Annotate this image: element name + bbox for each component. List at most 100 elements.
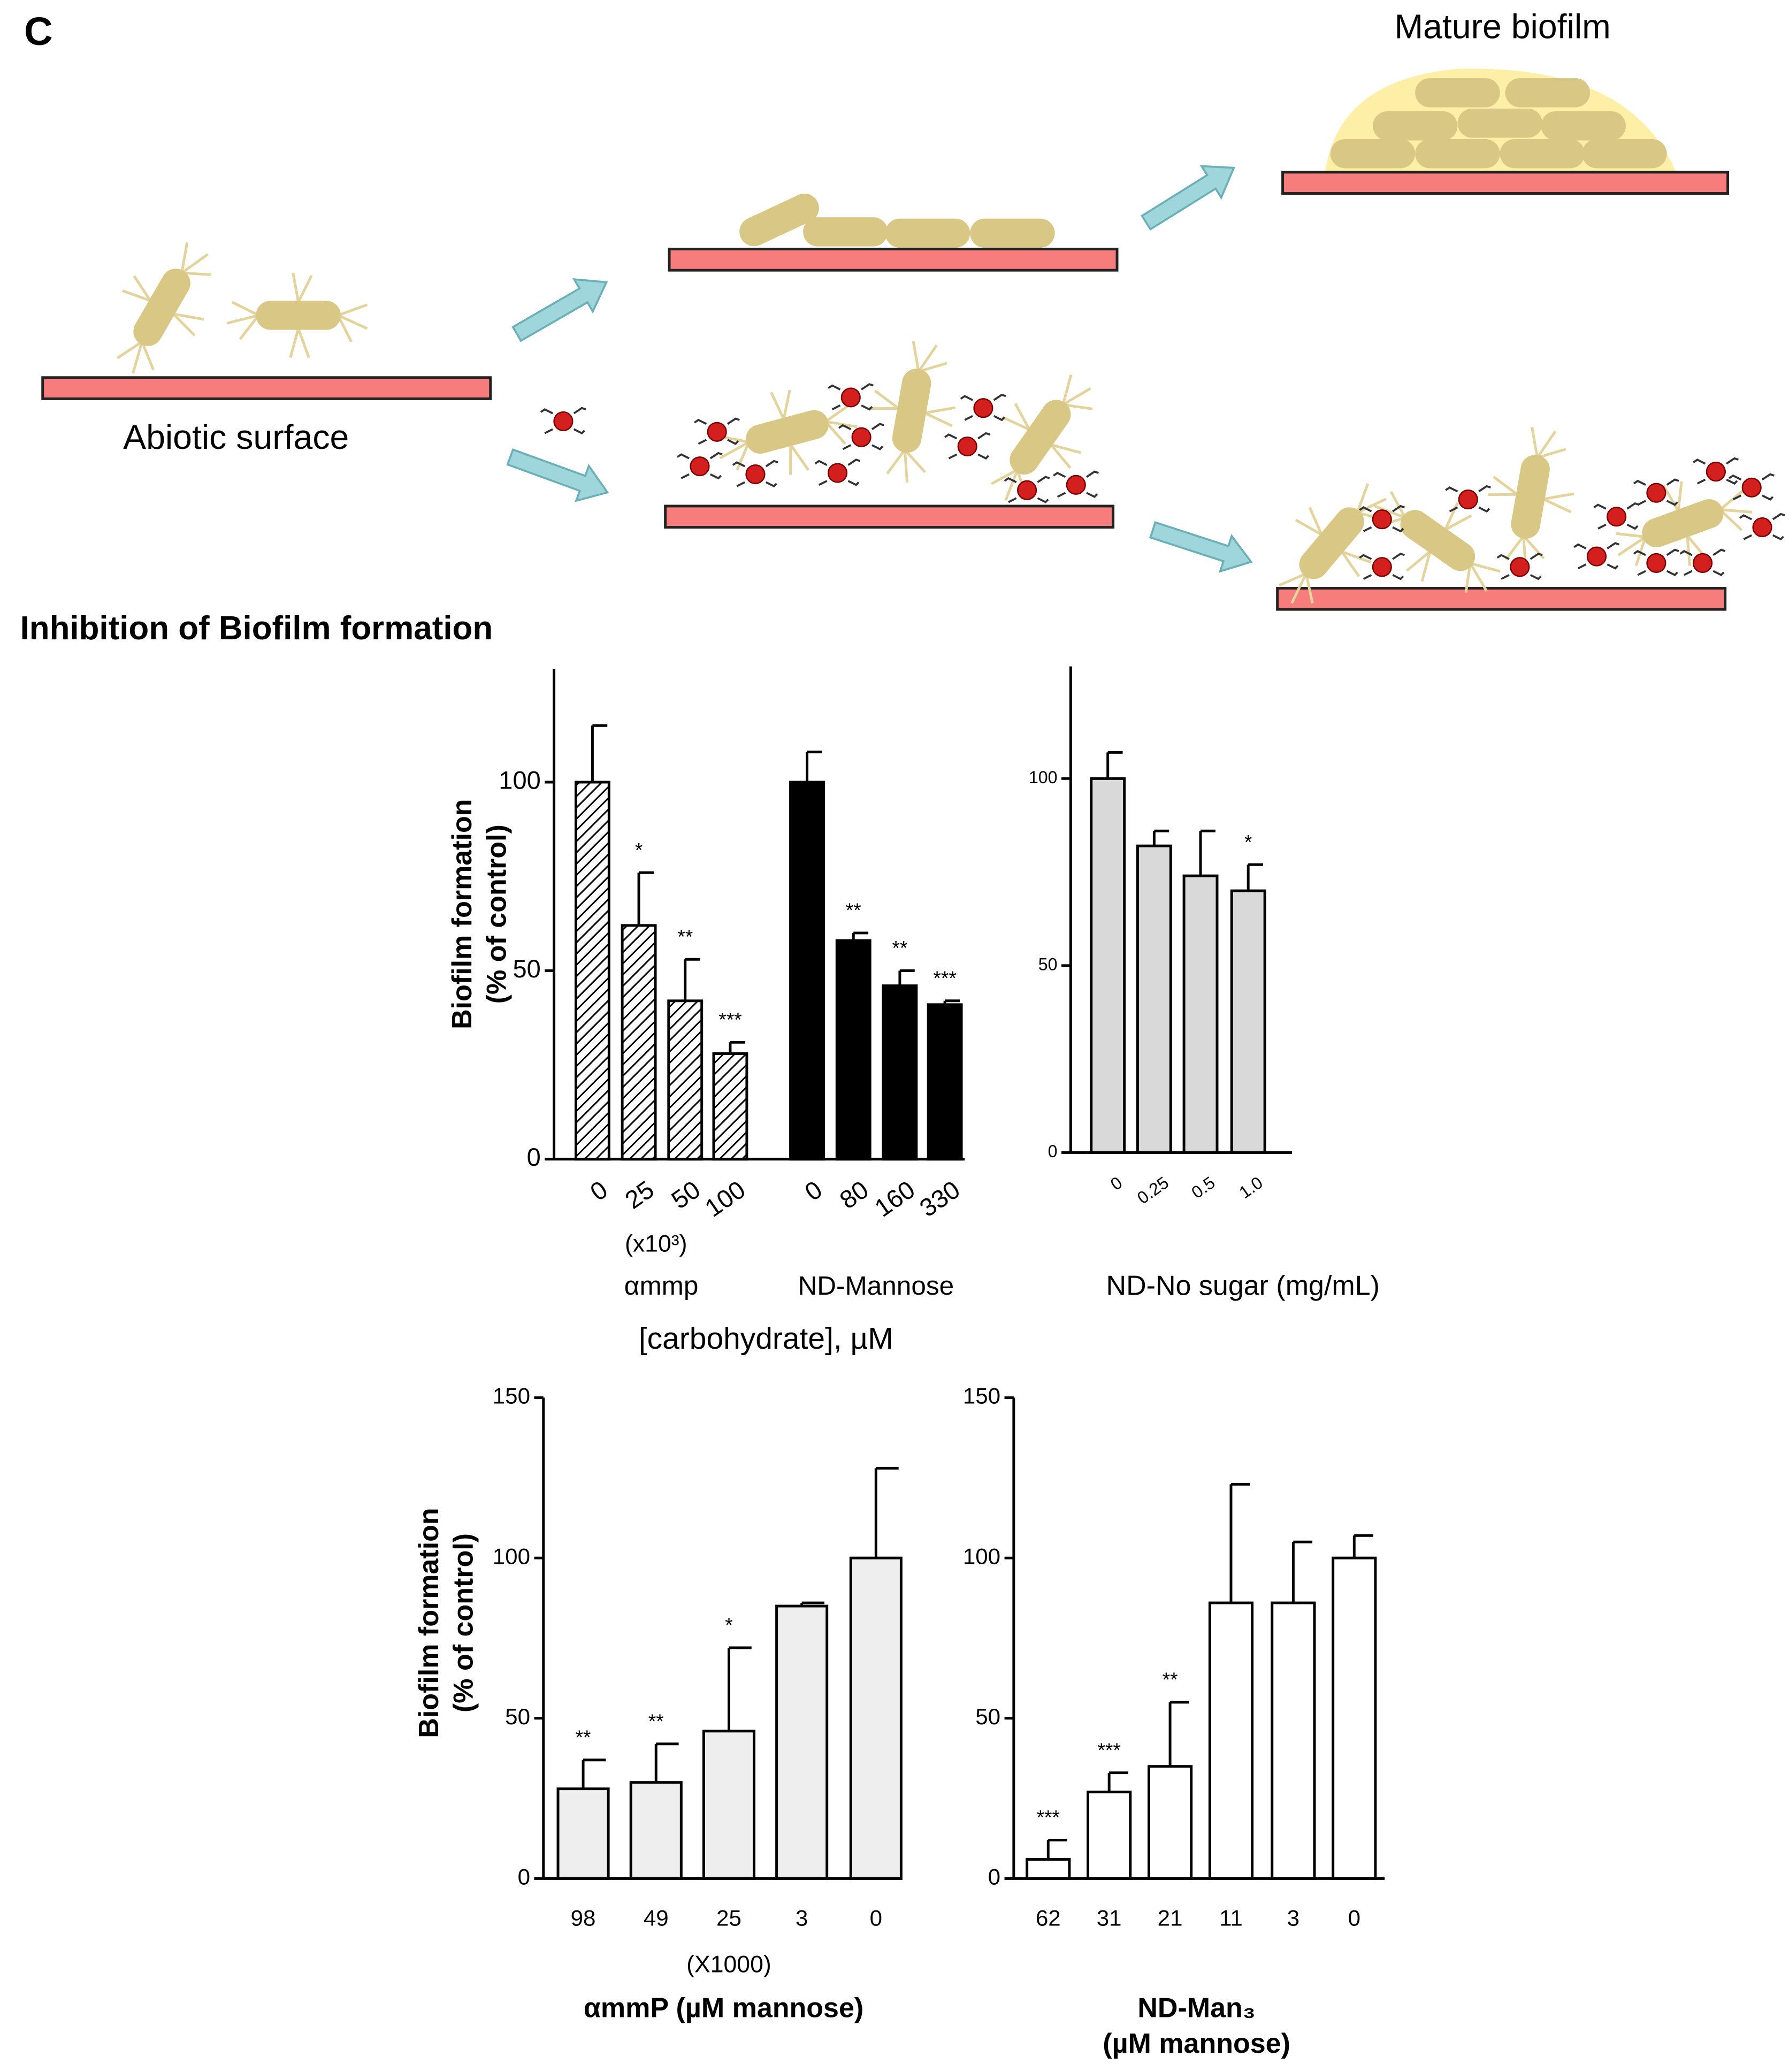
x-axis-label: ND-Man₃ bbox=[1137, 1992, 1255, 2023]
bar bbox=[789, 781, 825, 1161]
error-bar bbox=[727, 1646, 752, 1731]
significance: * bbox=[635, 838, 643, 861]
bar bbox=[849, 1556, 903, 1880]
error-bar bbox=[1106, 751, 1123, 779]
significance: *** bbox=[1037, 1806, 1060, 1829]
y-tick-label: 100 bbox=[963, 1543, 1000, 1569]
bar bbox=[835, 939, 871, 1161]
significance: ** bbox=[648, 1710, 664, 1732]
bar bbox=[1087, 1791, 1132, 1880]
y-axis-label: (% of control) bbox=[448, 1533, 479, 1712]
y-tick-label: 0 bbox=[988, 1864, 1000, 1890]
y-tick-label: 50 bbox=[1038, 954, 1058, 974]
bacterium bbox=[1476, 422, 1584, 575]
significance: *** bbox=[718, 1008, 741, 1031]
x-tick-label: 3 bbox=[1287, 1905, 1299, 1930]
x-tick-label: 3 bbox=[796, 1905, 808, 1930]
y-tick-label: 150 bbox=[493, 1383, 530, 1409]
bar bbox=[927, 1003, 963, 1161]
bar bbox=[702, 1730, 755, 1880]
x-tick-label: 50 bbox=[666, 1175, 705, 1214]
y-tick-label: 100 bbox=[499, 766, 541, 794]
bar bbox=[712, 1052, 748, 1161]
bar bbox=[882, 984, 918, 1161]
x-axis-label: αmmP (µM mannose) bbox=[584, 1992, 863, 2023]
x-tick-label: 98 bbox=[571, 1905, 596, 1930]
y-axis-label: Biofilm formation bbox=[447, 799, 478, 1029]
bar bbox=[1271, 1601, 1316, 1880]
error-bar bbox=[1046, 1839, 1067, 1860]
bar bbox=[1090, 777, 1126, 1154]
x-tick-label: 49 bbox=[644, 1905, 669, 1930]
diagram: C Abiotic surface Mature biofilm Inhibit… bbox=[20, 7, 1786, 647]
x-tick-label: 0 bbox=[1348, 1905, 1360, 1930]
error-bar bbox=[1152, 829, 1169, 846]
significance: *** bbox=[933, 967, 956, 989]
arrow bbox=[1135, 151, 1245, 240]
arrow bbox=[507, 265, 617, 351]
y-tick-label: 0 bbox=[1048, 1142, 1058, 1161]
error-bar bbox=[1229, 1482, 1250, 1603]
surface-label: Abiotic surface bbox=[123, 418, 349, 456]
bacterium bbox=[803, 217, 888, 247]
error-bar bbox=[654, 1742, 679, 1783]
multiplier: (X1000) bbox=[686, 1952, 771, 1978]
significance: ** bbox=[892, 937, 907, 959]
significance: ** bbox=[677, 925, 693, 947]
x-tick-label: 0 bbox=[585, 1175, 613, 1206]
group-label: ND-Mannose bbox=[798, 1271, 954, 1301]
y-tick-label: 150 bbox=[963, 1383, 1000, 1409]
error-bar bbox=[1352, 1534, 1373, 1558]
surface bbox=[41, 376, 492, 400]
x-tick-label: 100 bbox=[700, 1175, 751, 1222]
x-tick-label: 21 bbox=[1158, 1905, 1183, 1930]
surface bbox=[1276, 587, 1727, 611]
bar bbox=[1147, 1765, 1193, 1880]
bar bbox=[574, 781, 610, 1161]
error-bar bbox=[852, 931, 869, 941]
y-tick-label: 50 bbox=[513, 954, 540, 983]
bar bbox=[1332, 1556, 1377, 1880]
arrow bbox=[503, 438, 615, 511]
chart: 0 50 100 150 Biofilm formation (% of control)… bbox=[414, 1383, 903, 2023]
arrow bbox=[1146, 511, 1258, 581]
nanoparticle bbox=[539, 407, 587, 434]
error-bar bbox=[943, 999, 960, 1005]
x-tick-label: 0 bbox=[1107, 1173, 1126, 1194]
error-bar bbox=[591, 724, 608, 782]
mature-label: Mature biofilm bbox=[1395, 7, 1611, 45]
bar bbox=[1026, 1858, 1071, 1880]
error-bar bbox=[874, 1466, 899, 1558]
x-tick-label: 0 bbox=[799, 1175, 827, 1206]
chart: 0 50 100 0 0.25 0.5 * 1.0 ND-No sugar (mg/mL) bbox=[1029, 666, 1380, 1302]
error-bar bbox=[684, 958, 700, 1001]
x-tick-label: 11 bbox=[1219, 1905, 1243, 1930]
error-bar bbox=[1107, 1771, 1128, 1792]
error-bar bbox=[1199, 829, 1215, 876]
x-tick-label: 330 bbox=[914, 1175, 965, 1222]
error-bar bbox=[1291, 1540, 1313, 1603]
bacterium bbox=[858, 335, 966, 488]
y-tick-label: 50 bbox=[505, 1704, 530, 1729]
x-tick-label: 0 bbox=[870, 1905, 882, 1930]
bar bbox=[1136, 844, 1172, 1154]
x-tick-label: 31 bbox=[1097, 1905, 1122, 1930]
x-tick-label: 25 bbox=[716, 1905, 741, 1930]
significance: ** bbox=[846, 899, 861, 921]
bar bbox=[775, 1604, 829, 1880]
error-bar bbox=[582, 1758, 606, 1789]
surface bbox=[668, 248, 1119, 272]
error-bar bbox=[898, 969, 915, 986]
x-tick-label: 25 bbox=[620, 1175, 659, 1214]
significance: ** bbox=[1163, 1668, 1178, 1691]
section-title: Inhibition of Biofilm formation bbox=[20, 610, 493, 647]
y-tick-label: 0 bbox=[518, 1864, 530, 1890]
bar bbox=[556, 1787, 610, 1880]
y-axis-label: (% of control) bbox=[481, 824, 512, 1004]
surface bbox=[1281, 171, 1730, 195]
chart: 0 50 100 150 *** 62 *** 31 ** 21 11 3 0 ND-Man₃ (µM ma… bbox=[963, 1383, 1385, 2059]
bar bbox=[621, 924, 657, 1161]
